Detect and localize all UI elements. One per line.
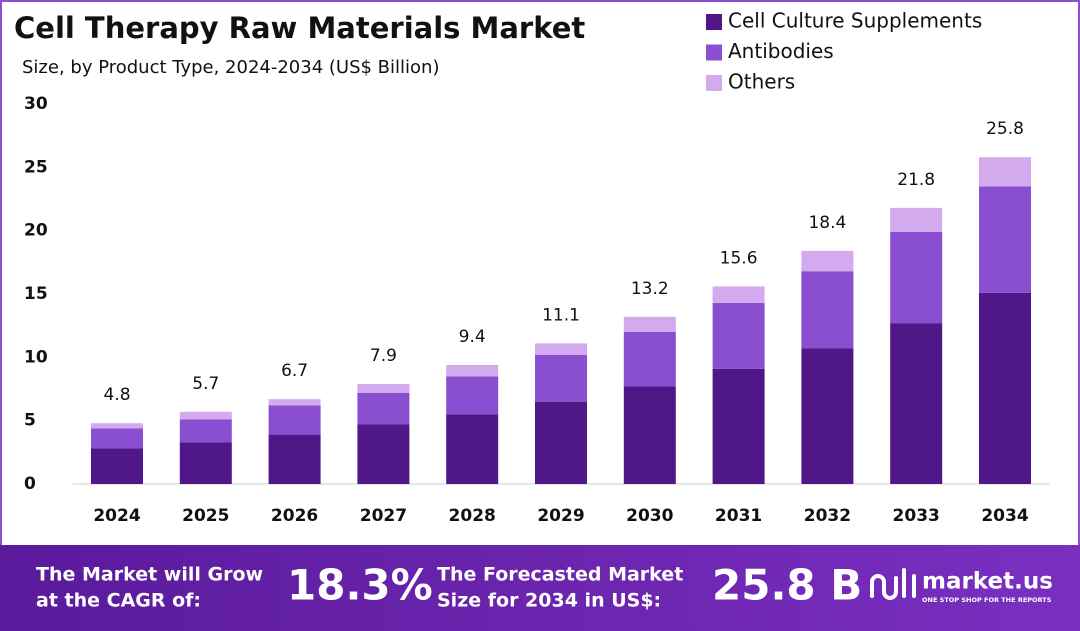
x-tick-label: 2026: [271, 506, 318, 526]
bar-segment: [357, 392, 410, 425]
x-tick-label: 2027: [360, 506, 407, 526]
total-label: 25.8: [986, 119, 1024, 139]
bar-segment: [979, 157, 1031, 187]
y-tick-label: 0: [24, 474, 36, 494]
bar-segment: [801, 271, 854, 349]
y-tick-label: 30: [24, 94, 48, 114]
bar-segment: [357, 424, 410, 484]
logo-icon: [870, 568, 916, 600]
cagr-value: 18.3%: [287, 561, 433, 610]
bar-segment: [268, 405, 321, 435]
bar-segment: [91, 448, 143, 484]
legend-swatch: [706, 44, 722, 61]
bar-segment: [801, 250, 854, 272]
bar-segment: [623, 316, 676, 332]
bar-segment: [535, 343, 587, 355]
bar-segment: [979, 186, 1031, 293]
total-label: 9.4: [459, 327, 486, 347]
total-label: 5.7: [192, 374, 219, 394]
bar-segment: [446, 376, 499, 415]
bar-segment: [91, 423, 143, 429]
bar-segment: [712, 368, 765, 484]
bar-segment: [979, 292, 1031, 484]
total-label: 18.4: [808, 213, 846, 233]
cagr-text: The Market will Grow: [36, 564, 263, 586]
bar-segment: [801, 348, 854, 484]
legend-label: Antibodies: [728, 39, 834, 63]
bar-segment: [179, 411, 232, 420]
banner: [0, 545, 1080, 631]
total-label: 6.7: [281, 361, 308, 381]
total-label: 15.6: [720, 248, 758, 268]
legend-swatch: [706, 75, 722, 91]
bar-segment: [535, 354, 587, 402]
cagr-text: at the CAGR of:: [36, 590, 201, 612]
x-tick-label: 2032: [804, 506, 851, 526]
x-tick-label: 2030: [626, 506, 673, 526]
bar-segment: [268, 434, 321, 484]
bar-segment: [712, 302, 765, 369]
chart-subtitle: Size, by Product Type, 2024-2034 (US$ Bi…: [22, 57, 439, 78]
x-tick-label: 2034: [981, 506, 1028, 526]
x-tick-label: 2031: [715, 506, 762, 526]
y-tick-label: 15: [24, 284, 48, 304]
bar-segment: [446, 414, 499, 484]
y-tick-label: 10: [24, 347, 48, 367]
total-label: 13.2: [631, 279, 669, 299]
total-label: 4.8: [103, 385, 130, 405]
x-tick-label: 2024: [93, 506, 140, 526]
y-tick-label: 5: [24, 411, 36, 431]
y-tick-label: 20: [24, 221, 48, 241]
bar-segment: [623, 332, 676, 387]
bar-segment: [179, 442, 232, 484]
chart-title: Cell Therapy Raw Materials Market: [14, 11, 585, 45]
bar-segment: [357, 383, 410, 393]
x-tick-label: 2028: [449, 506, 496, 526]
x-tick-label: 2033: [893, 506, 940, 526]
bar-segment: [91, 428, 143, 449]
brand: market.us: [922, 569, 1053, 595]
bar-segment: [535, 401, 587, 484]
legend-label: Others: [728, 70, 795, 94]
bar-segment: [179, 419, 232, 443]
forecast-text: Size for 2034 in US$:: [437, 590, 661, 612]
bar-segment: [890, 231, 943, 324]
total-label: 11.1: [542, 305, 580, 325]
total-label: 7.9: [370, 346, 397, 366]
bar-segment: [890, 323, 943, 484]
total-label: 21.8: [897, 170, 935, 190]
bar-segment: [446, 364, 499, 377]
bar-segment: [890, 207, 943, 232]
forecast-value: 25.8 B: [712, 561, 862, 610]
y-tick-label: 25: [24, 157, 48, 177]
x-tick-label: 2025: [182, 506, 229, 526]
bar-segment: [712, 286, 765, 303]
legend-swatch: [706, 14, 722, 30]
forecast-text: The Forecasted Market: [437, 564, 683, 586]
x-tick-label: 2029: [537, 506, 584, 526]
bar-segment: [268, 399, 321, 406]
legend-label: Cell Culture Supplements: [728, 9, 982, 33]
tagline: ONE STOP SHOP FOR THE REPORTS: [922, 596, 1052, 604]
bar-segment: [623, 386, 676, 484]
